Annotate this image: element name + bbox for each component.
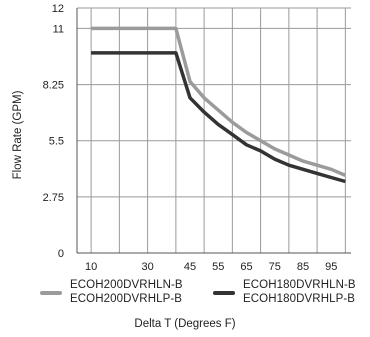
tick-labels: 0 2.75 5.5 8.25 11 12 10 30 45 55 65 75 85 95: [43, 3, 338, 273]
x-tick-label: 45: [184, 261, 196, 273]
legend-label-ecoh200: ECOH200DVRHLN-B ECOH200DVRHLP-B: [70, 278, 183, 306]
legend-swatch-ecoh180: [213, 291, 235, 295]
x-tick-label: 75: [269, 261, 281, 273]
y-tick-label: 12: [52, 3, 64, 15]
legend-item-ecoh200: ECOH200DVRHLN-B ECOH200DVRHLP-B: [40, 278, 183, 306]
axes: [76, 8, 351, 254]
legend-swatch-ecoh200: [40, 291, 62, 295]
flow-rate-chart: 0 2.75 5.5 8.25 11 12 10 30 45 55 65 75 85 95 Flow Ra…: [12, 3, 351, 273]
x-tick-label: 30: [141, 261, 153, 273]
legend-label-ecoh180: ECOH180DVRHLN-B ECOH180DVRHLP-B: [243, 278, 356, 306]
grid: [77, 7, 351, 254]
y-tick-label: 8.25: [43, 80, 64, 92]
legend-label-line: ECOH200DVRHLN-B: [70, 279, 183, 291]
x-tick-label: 85: [297, 261, 309, 273]
y-tick-label: 2.75: [43, 192, 64, 204]
y-tick-label: 11: [53, 23, 64, 35]
y-axis-label: Flow Rate (GPM): [12, 90, 24, 179]
legend: ECOH200DVRHLN-B ECOH200DVRHLP-B ECOH180D…: [0, 278, 370, 312]
series-line-ecoh200: [91, 26, 347, 178]
legend-label-line: ECOH200DVRHLP-B: [70, 293, 183, 305]
y-tick-label: 0: [58, 248, 64, 260]
x-tick-label: 55: [212, 261, 224, 273]
x-tick-label: 95: [325, 261, 337, 273]
legend-label-line: ECOH180DVRHLP-B: [243, 293, 356, 305]
x-tick-label: 65: [240, 261, 252, 273]
series-layer: [91, 26, 347, 184]
x-axis-label: Delta T (Degrees F): [134, 318, 236, 330]
series-line-ecoh180: [91, 51, 346, 184]
legend-item-ecoh180: ECOH180DVRHLN-B ECOH180DVRHLP-B: [213, 278, 356, 306]
y-tick-label: 5.5: [49, 136, 64, 148]
x-tick-label: 10: [85, 261, 97, 273]
legend-label-line: ECOH180DVRHLN-B: [243, 279, 356, 291]
